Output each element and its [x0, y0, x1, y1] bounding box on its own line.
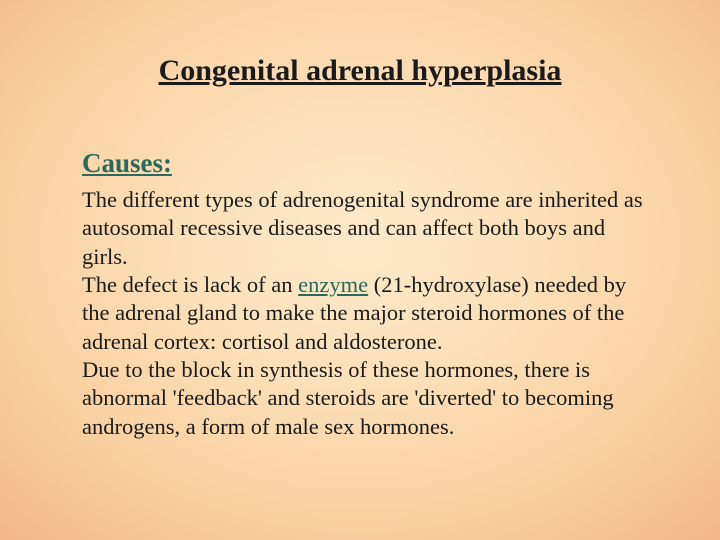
slide: Congenital adrenal hyperplasia Causes: T…	[0, 0, 720, 540]
enzyme-keyword: enzyme	[298, 272, 368, 297]
body-paragraph-3: Due to the block in synthesis of these h…	[82, 357, 614, 439]
slide-title: Congenital adrenal hyperplasia	[0, 54, 720, 88]
body-text: The different types of adrenogenital syn…	[82, 186, 650, 441]
body-paragraph-2a: The defect is lack of an	[82, 272, 298, 297]
section-heading-causes: Causes:	[82, 148, 172, 179]
body-paragraph-1: The different types of adrenogenital syn…	[82, 187, 643, 269]
